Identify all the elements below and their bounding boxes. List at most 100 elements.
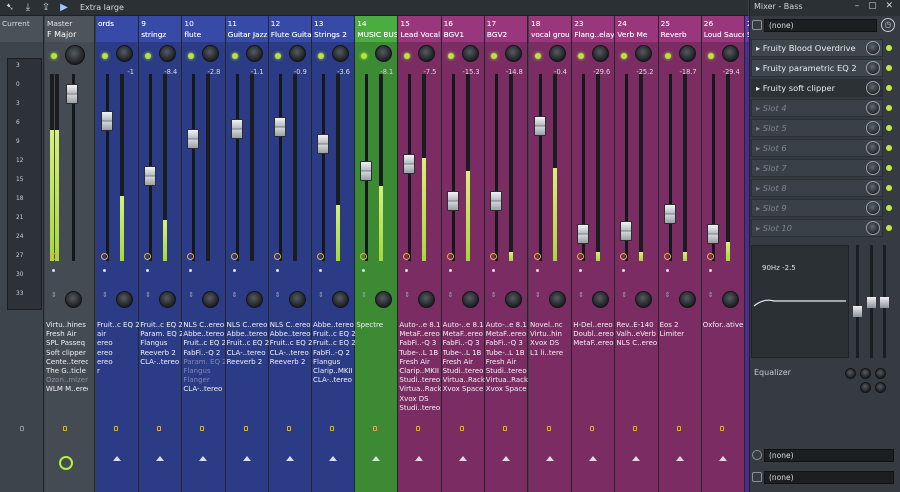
eq-fader-2[interactable]: [867, 297, 876, 308]
send-arrow-icon[interactable]: [329, 456, 337, 461]
master-fx-icon[interactable]: [50, 253, 57, 260]
track-header[interactable]: 23 Flang..elay: [572, 16, 615, 42]
fx-slot-label[interactable]: FabFi..-Q 3: [485, 339, 523, 348]
fx-slot-label[interactable]: Abbe..tereo: [313, 321, 354, 329]
fx-slot[interactable]: ▸ Slot 6: [751, 139, 883, 157]
track-header[interactable]: 16 BGV1: [441, 16, 484, 42]
fx-slot-label[interactable]: MetaF..ereo: [573, 339, 614, 348]
fx-slot-label[interactable]: NLS C..ereo: [269, 321, 311, 329]
stereo-knob[interactable]: [461, 291, 479, 308]
fx-slot[interactable]: ▸ Slot 9: [751, 199, 883, 217]
slot-mix-knob[interactable]: [866, 121, 880, 135]
fx-slot-label[interactable]: Studi..tereo: [442, 367, 484, 376]
track-header[interactable]: 15 Lead Vocal: [398, 16, 441, 42]
track-header[interactable]: 11 Guitar Jazz: [225, 16, 268, 42]
pan-knob[interactable]: [504, 45, 522, 62]
fx-slot-label[interactable]: Eos 2: [659, 321, 679, 329]
track-led[interactable]: [490, 53, 497, 59]
send-arrow-icon[interactable]: [632, 456, 641, 461]
fx-slot-label[interactable]: Xvox Space: [485, 385, 527, 394]
fx-slot-label[interactable]: air: [97, 330, 107, 339]
fx-slot-label[interactable]: Virtua..Rack: [399, 385, 442, 394]
volume-fader[interactable]: [317, 134, 329, 155]
fx-slot-label[interactable]: Flangus: [183, 367, 211, 376]
track-led[interactable]: [188, 53, 195, 59]
fx-slot-label[interactable]: The G..ticle: [46, 367, 86, 376]
stereo-knob[interactable]: [418, 291, 436, 308]
slot-enable-led[interactable]: [886, 165, 892, 171]
fx-slot-label[interactable]: Fresh Air: [399, 357, 430, 366]
fx-slot-label[interactable]: FabFi..-Q 2: [183, 348, 221, 357]
volume-fader[interactable]: [230, 119, 243, 140]
fx-slot-label[interactable]: Virtua..Rack: [442, 376, 485, 385]
fx-icon[interactable]: [273, 253, 281, 260]
track-header[interactable]: 9 stringz: [139, 16, 182, 42]
fx-slot-label[interactable]: Cente..tereo: [46, 357, 88, 366]
eq-knob-3[interactable]: [875, 368, 886, 379]
fx-slot-label[interactable]: Oxfor..ative: [702, 321, 744, 329]
fx-icon[interactable]: [317, 253, 324, 260]
fx-slot-label[interactable]: FabFi..-Q 3: [399, 339, 437, 348]
eq-knob-1[interactable]: [845, 368, 856, 379]
stereo-knob[interactable]: [245, 291, 263, 308]
fx-slot-label[interactable]: Virtua..Rack: [485, 376, 528, 385]
fx-slot-label[interactable]: Ozon..mizer: [46, 376, 88, 385]
pan-knob[interactable]: [418, 45, 436, 62]
fx-slot-label[interactable]: Abbe..tereo: [183, 330, 225, 339]
fx-slot-label[interactable]: Fresh Air: [46, 330, 77, 339]
fx-icon[interactable]: [144, 253, 152, 260]
fx-slot[interactable]: ▸ Slot 8: [751, 179, 883, 197]
fx-slot-label[interactable]: NLS C..ereo: [183, 321, 225, 329]
fx-icon[interactable]: [577, 253, 585, 260]
pan-knob[interactable]: [461, 45, 479, 62]
current-header[interactable]: Current: [0, 16, 43, 42]
volume-fader[interactable]: [273, 117, 286, 138]
track-header[interactable]: 10 flute: [182, 16, 225, 42]
slot-enable-led[interactable]: [886, 65, 892, 71]
route-icon[interactable]: [719, 426, 724, 431]
fx-icon[interactable]: [663, 253, 671, 260]
fx-slot-label[interactable]: Virtu..hines: [46, 321, 86, 329]
slot-enable-led[interactable]: [886, 105, 892, 111]
slot-mix-knob[interactable]: [866, 161, 880, 175]
route-icon[interactable]: [373, 426, 378, 431]
fx-slot-label[interactable]: Reeverb 2: [140, 348, 176, 357]
route-icon[interactable]: [502, 426, 507, 431]
volume-fader[interactable]: [620, 220, 633, 241]
track-led[interactable]: [274, 53, 281, 59]
track-header[interactable]: 25 Reverb: [658, 16, 701, 42]
volume-fader[interactable]: [706, 224, 719, 245]
route-icon[interactable]: [459, 426, 464, 431]
track-header[interactable]: 18 vocal grou: [529, 16, 572, 42]
track-header[interactable]: 26 Loud Sauce: [701, 16, 744, 42]
fx-slot-label[interactable]: Fruit..c EQ 2: [313, 339, 355, 348]
slot-mix-knob[interactable]: [866, 141, 880, 155]
fx-slot-label[interactable]: Xvox DS: [530, 339, 560, 348]
output-icon-2[interactable]: [752, 472, 762, 482]
fx-slot-label[interactable]: ereo: [97, 357, 113, 366]
fx-slot-label[interactable]: Fruit..c EQ 2: [183, 339, 226, 348]
stereo-separator-icon[interactable]: ⇕: [361, 291, 368, 299]
download-icon[interactable]: ⤓: [25, 2, 31, 13]
slot-enable-led[interactable]: [886, 185, 892, 191]
master-route-icon[interactable]: [63, 426, 67, 431]
master-pan-knob[interactable]: [65, 45, 85, 65]
fx-slot-label[interactable]: r: [97, 367, 100, 376]
master-led[interactable]: [51, 53, 57, 59]
pan-knob[interactable]: [375, 45, 393, 62]
fx-slot-label[interactable]: Studi..tereo: [399, 403, 441, 412]
pan-knob[interactable]: [245, 45, 263, 62]
stereo-separator-icon[interactable]: ⇕: [535, 291, 541, 299]
stereo-separator-icon[interactable]: ⇕: [664, 291, 671, 299]
pan-knob[interactable]: [288, 45, 306, 62]
fx-slot-label[interactable]: MetaF..ereo: [399, 330, 440, 339]
stereo-separator-icon[interactable]: ⇕: [707, 291, 714, 299]
fx-icon[interactable]: [620, 253, 628, 260]
stereo-separator-icon[interactable]: ⇕: [145, 291, 152, 299]
track-led[interactable]: [231, 53, 238, 59]
route-icon[interactable]: [633, 426, 638, 431]
fx-slot-label[interactable]: L1 li..tere: [530, 348, 564, 357]
stereo-knob[interactable]: [678, 291, 696, 308]
stereo-knob[interactable]: [504, 291, 522, 308]
track-header[interactable]: 17 BGV2: [484, 16, 527, 42]
